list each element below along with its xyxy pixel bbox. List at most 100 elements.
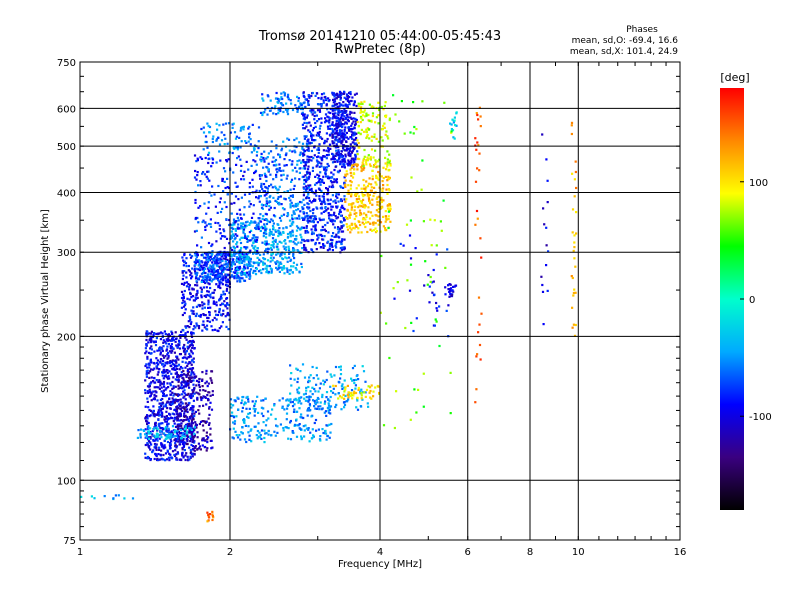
- scatter-point: [215, 313, 218, 316]
- scatter-point: [277, 261, 280, 264]
- scatter-point: [277, 153, 280, 156]
- scatter-point: [225, 205, 228, 209]
- scatter-point: [144, 415, 148, 418]
- scatter-point: [573, 178, 576, 181]
- scatter-point: [239, 129, 242, 132]
- scatter-point: [295, 217, 299, 220]
- scatter-point: [264, 432, 267, 435]
- scatter-point: [320, 229, 323, 232]
- scatter-point: [346, 118, 349, 122]
- scatter-point: [230, 261, 233, 264]
- scatter-point: [177, 387, 180, 390]
- scatter-point: [202, 219, 205, 222]
- scatter-point: [190, 419, 193, 422]
- scatter-point: [193, 432, 196, 435]
- scatter-point: [333, 135, 336, 138]
- scatter-point: [332, 185, 335, 189]
- scatter-point: [191, 445, 194, 448]
- scatter-point: [159, 429, 162, 433]
- scatter-point: [265, 179, 268, 183]
- scatter-point: [159, 384, 162, 387]
- scatter-point: [309, 124, 312, 127]
- scatter-point: [212, 291, 215, 294]
- scatter-point: [178, 415, 181, 418]
- scatter-point: [294, 217, 297, 220]
- scatter-point: [287, 427, 290, 430]
- scatter-point: [338, 90, 342, 93]
- scatter-point: [257, 422, 260, 425]
- scatter-point: [245, 255, 248, 258]
- scatter-point: [245, 271, 248, 274]
- scatter-point: [217, 136, 220, 139]
- scatter-point: [278, 216, 282, 220]
- scatter-point: [449, 122, 452, 125]
- scatter-point: [247, 259, 250, 262]
- scatter-point: [191, 312, 194, 315]
- scatter-point: [286, 267, 289, 270]
- scatter-point: [300, 104, 303, 107]
- scatter-point: [354, 156, 357, 159]
- scatter-point: [228, 151, 231, 155]
- scatter-point: [274, 187, 278, 190]
- scatter-point: [371, 169, 374, 172]
- scatter-point: [239, 272, 242, 275]
- scatter-point: [222, 123, 225, 126]
- scatter-point: [359, 390, 362, 393]
- scatter-point: [249, 268, 253, 271]
- scatter-point: [269, 246, 272, 250]
- scatter-point: [199, 448, 202, 451]
- scatter-point: [352, 164, 355, 167]
- scatter-point: [206, 146, 209, 149]
- scatter-point: [335, 192, 338, 196]
- scatter-point: [224, 279, 228, 282]
- scatter-point: [222, 290, 225, 293]
- scatter-point: [319, 156, 322, 159]
- scatter-point: [223, 133, 226, 137]
- scatter-point: [247, 239, 250, 242]
- scatter-point: [195, 254, 198, 257]
- scatter-point: [168, 350, 172, 353]
- scatter-point: [156, 399, 159, 402]
- scatter-point: [148, 332, 151, 335]
- scatter-point: [479, 125, 482, 128]
- scatter-point: [314, 94, 317, 97]
- scatter-point: [343, 108, 346, 111]
- scatter-point: [175, 439, 178, 442]
- scatter-point: [158, 425, 161, 428]
- scatter-point: [339, 160, 342, 163]
- scatter-point: [301, 363, 305, 366]
- scatter-point: [251, 185, 254, 188]
- scatter-point: [182, 441, 185, 444]
- scatter-point: [160, 442, 163, 445]
- scatter-point: [347, 398, 350, 401]
- scatter-point: [264, 173, 267, 177]
- scatter-point: [182, 347, 185, 350]
- scatter-point: [238, 278, 241, 281]
- scatter-point: [570, 132, 573, 136]
- scatter-point: [258, 431, 261, 434]
- scatter-point: [307, 186, 310, 189]
- scatter-point: [374, 149, 377, 152]
- scatter-point: [237, 260, 240, 264]
- scatter-point: [272, 164, 275, 167]
- scatter-point: [193, 415, 196, 418]
- scatter-point: [442, 199, 445, 202]
- scatter-point: [276, 425, 279, 428]
- scatter-point: [154, 413, 157, 416]
- scatter-point: [174, 385, 177, 388]
- scatter-point: [371, 214, 374, 217]
- scatter-point: [291, 195, 294, 198]
- scatter-point: [350, 391, 353, 395]
- scatter-point: [305, 229, 309, 233]
- scatter-point: [184, 333, 187, 336]
- scatter-point: [232, 146, 235, 149]
- scatter-point: [338, 123, 341, 126]
- scatter-point: [196, 216, 199, 220]
- scatter-point: [455, 112, 458, 115]
- scatter-point: [280, 214, 283, 217]
- scatter-point: [204, 314, 207, 317]
- scatter-point: [169, 382, 172, 385]
- scatter-point: [281, 207, 285, 210]
- scatter-point: [334, 214, 337, 218]
- scatter-point: [190, 434, 193, 437]
